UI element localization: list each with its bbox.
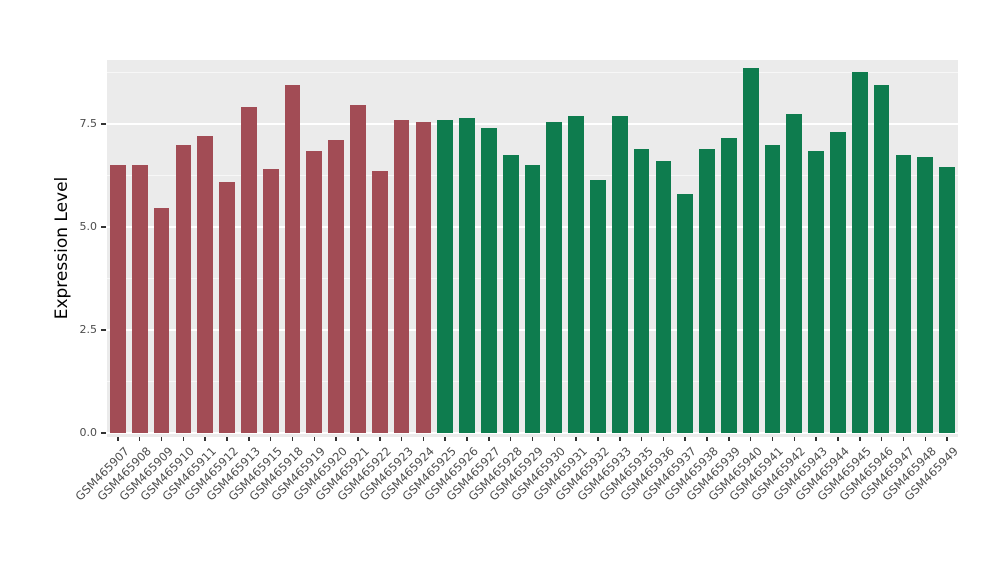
x-tick-mark [248,437,250,441]
bar-GSM465923 [393,119,410,433]
bar-GSM465945 [851,72,868,433]
y-tick-label: 2.5 [79,322,98,336]
x-tick-mark [771,437,774,441]
bar-GSM465907 [110,165,126,433]
bar-GSM465944 [830,132,846,433]
x-tick-mark [880,437,883,441]
x-tick-mark [269,437,272,441]
x-tick-mark [400,437,403,441]
x-tick-mark [138,437,141,441]
x-tick-mark [422,437,425,441]
x-tick-mark [749,437,752,441]
bar-GSM465946 [873,84,890,433]
x-tick-mark [182,437,185,441]
bar-GSM465931 [568,115,584,433]
bar-GSM465939 [721,138,737,433]
x-tick-mark [313,437,316,441]
bar-GSM465912 [219,181,235,433]
bar-GSM465932 [590,179,606,433]
x-tick-mark [357,437,359,441]
bar-GSM465911 [197,136,214,433]
y-axis-title: Expression Level [52,176,72,320]
bar-GSM465922 [371,171,388,433]
bar-GSM465918 [284,84,301,433]
bar-GSM465919 [306,150,323,433]
x-tick-mark [531,437,534,441]
plot-panel [107,60,958,437]
bar-GSM465913 [240,107,257,433]
bar-GSM465942 [786,113,803,433]
bar-GSM465933 [611,115,628,433]
bar-GSM465927 [481,128,497,433]
bar-GSM465928 [502,154,519,433]
x-tick-mark [204,437,206,441]
bar-GSM465936 [655,160,672,433]
y-tick-label: 7.5 [79,116,98,130]
gridline-major [107,122,958,125]
x-tick-mark [859,437,861,441]
x-tick-mark [597,437,599,441]
y-tick-mark [101,226,106,228]
x-tick-mark [488,437,490,441]
x-tick-mark [640,437,643,441]
y-tick-mark [101,123,106,125]
x-tick-mark [379,437,381,441]
y-tick-mark [101,432,106,434]
bar-GSM465915 [262,169,279,433]
x-tick-mark [160,437,163,441]
bar-GSM465949 [939,167,955,433]
bar-GSM465935 [633,148,650,433]
y-tick-label: 0.0 [79,426,98,439]
bar-GSM465921 [350,105,366,433]
gridline-major [107,432,958,434]
bar-GSM465947 [895,154,912,433]
bar-GSM465943 [808,150,824,433]
bar-GSM465930 [546,121,563,433]
x-tick-mark [706,437,708,441]
x-tick-mark [946,437,948,441]
bar-GSM465924 [415,121,432,433]
bar-GSM465926 [459,117,475,433]
x-tick-mark [793,437,796,441]
y-tick-mark [101,329,106,331]
gridline-minor [107,72,958,74]
x-tick-mark [226,437,228,441]
bar-GSM465929 [524,165,541,433]
x-tick-mark [466,437,468,441]
x-tick-mark [662,437,665,441]
x-tick-mark [728,437,730,441]
x-tick-mark [575,437,577,441]
bar-GSM465909 [153,208,170,433]
bar-GSM465920 [328,140,344,433]
bar-GSM465940 [742,68,759,433]
x-tick-mark [553,437,556,441]
x-tick-mark [815,437,817,441]
x-tick-mark [509,437,512,441]
x-tick-mark [117,437,119,441]
x-tick-mark [684,437,686,441]
bar-GSM465937 [677,193,694,433]
x-tick-mark [291,437,294,441]
bar-GSM465948 [917,156,934,433]
bar-GSM465941 [764,144,781,433]
bar-GSM465938 [699,148,715,433]
x-tick-mark [335,437,337,441]
x-tick-mark [837,437,839,441]
bar-GSM465910 [175,144,192,433]
x-tick-mark [444,437,446,441]
bar-GSM465908 [131,165,148,433]
x-tick-mark [619,437,621,441]
y-tick-label: 5.0 [79,219,98,233]
bar-GSM465925 [437,119,454,433]
x-tick-mark [902,437,905,441]
x-tick-mark [924,437,927,441]
